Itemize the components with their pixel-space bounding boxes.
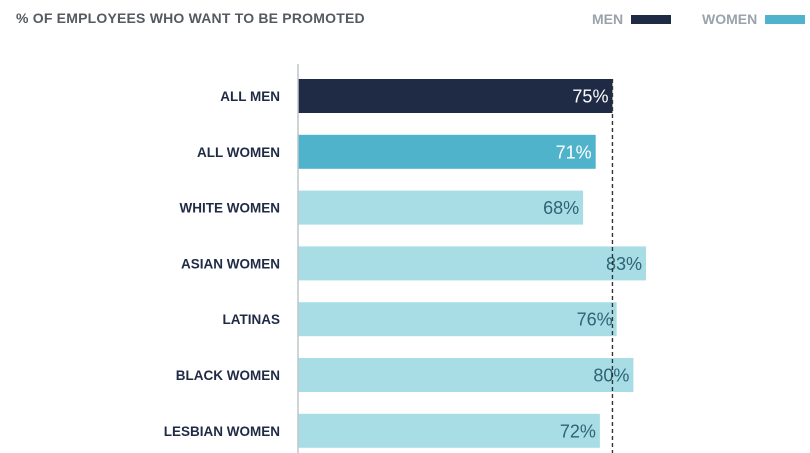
bar (298, 134, 596, 169)
category-label: ALL WOMEN (197, 145, 280, 160)
legend-women: WOMEN (702, 11, 806, 27)
bar (298, 302, 617, 337)
chart-title: % OF EMPLOYEES WHO WANT TO BE PROMOTED (16, 10, 365, 26)
category-label: LATINAS (223, 312, 281, 327)
category-label: WHITE WOMEN (180, 201, 281, 216)
legend: MEN (592, 11, 672, 27)
category-label: ALL MEN (220, 89, 280, 104)
value-label: 80% (593, 366, 629, 386)
value-label: 68% (543, 198, 579, 218)
bar (298, 413, 600, 448)
bar (298, 79, 613, 113)
bar (298, 358, 634, 392)
legend-label-women: WOMEN (702, 11, 758, 27)
category-label: ASIAN WOMEN (181, 256, 280, 271)
value-label: 75% (572, 87, 608, 107)
legend-label-men: MEN (592, 11, 624, 27)
value-label: 71% (556, 142, 592, 162)
bar (298, 190, 584, 225)
category-label: LESBIAN WOMEN (164, 424, 280, 439)
legend-swatch-women (765, 14, 806, 24)
bar (298, 246, 646, 281)
value-label: 83% (606, 254, 642, 274)
legend-swatch-men (631, 14, 672, 24)
value-label: 72% (560, 421, 596, 441)
value-label: 76% (577, 310, 613, 330)
category-label: BLACK WOMEN (176, 368, 280, 383)
